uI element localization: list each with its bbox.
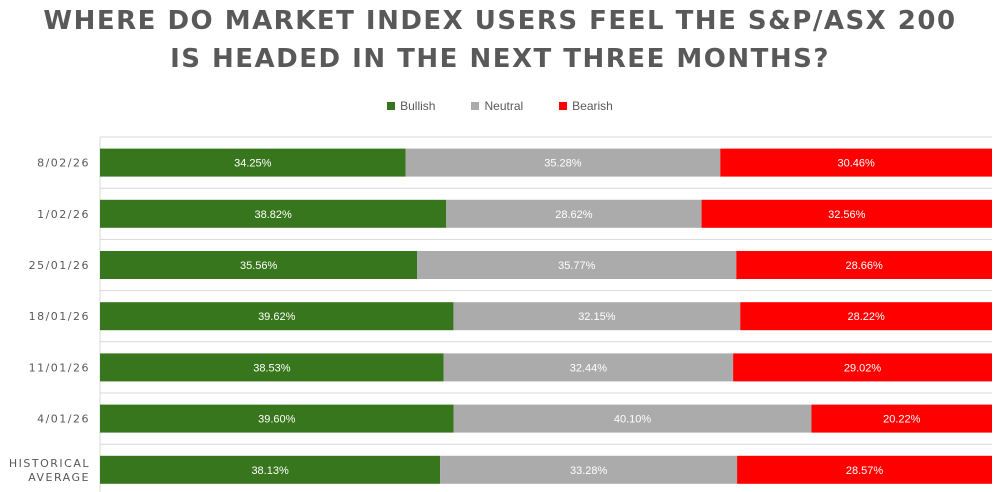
legend-swatch-bearish [559,102,568,110]
category-label: 11/01/26 [29,361,90,374]
legend-item-neutral: Neutral [471,99,523,113]
bar-bearish [736,251,992,279]
category-label: 25/01/26 [29,259,90,272]
bar-bullish [100,199,447,228]
bar-neutral [453,404,812,433]
data-label: 28.62% [555,209,593,221]
category-label: AVERAGE [28,471,90,484]
data-label: 32.44% [570,362,608,374]
data-label: 39.62% [258,311,296,323]
data-label: 29.02% [844,362,882,374]
legend-swatch-bullish [387,102,396,110]
data-label: 39.60% [258,414,296,426]
data-label: 35.56% [240,260,278,272]
data-label: 28.66% [846,260,884,272]
bar-neutral [443,353,734,382]
bar-bullish [100,455,441,484]
legend-label-bearish: Bearish [572,99,613,113]
chart-legend: Bullish Neutral Bearish [0,99,1000,113]
bar-bearish [811,404,992,433]
bar-neutral [453,302,741,331]
bar-bullish [100,404,454,433]
bar-bearish [737,455,992,484]
legend-label-neutral: Neutral [484,99,524,113]
data-label: 28.22% [847,311,885,323]
bar-bullish [100,353,444,382]
category-label: 1/02/26 [37,208,90,221]
legend-item-bearish: Bearish [559,99,613,113]
bar-bearish [720,148,992,177]
data-label: 35.77% [558,260,596,272]
data-label: 28.57% [846,465,884,477]
data-label: 32.56% [828,209,866,221]
bar-bearish [740,302,992,331]
bar-neutral [405,148,721,177]
chart-title-line-2: IS HEADED IN THE NEXT THREE MONTHS? [170,44,830,74]
data-label: 38.82% [254,209,292,221]
legend-swatch-neutral [471,102,480,110]
data-label: 35.28% [544,158,582,170]
data-label: 30.46% [837,158,875,170]
category-label: 18/01/26 [29,310,90,323]
category-label: 8/02/26 [37,157,90,170]
chart-title: WHERE DO MARKET INDEX USERS FEEL THE S&P… [0,2,1000,78]
bar-bullish [100,148,406,177]
data-label: 38.13% [251,465,289,477]
category-label: HISTORICAL [9,457,90,470]
category-label: 4/01/26 [37,413,90,426]
legend-label-bullish: Bullish [400,99,436,113]
bar-bearish [733,353,992,382]
bar-neutral [446,199,702,228]
chart-title-line-1: WHERE DO MARKET INDEX USERS FEEL THE S&P… [43,6,957,36]
data-label: 32.15% [578,311,616,323]
bar-neutral [440,455,738,484]
data-label: 33.28% [570,465,608,477]
bar-bullish [100,302,454,331]
bar-bullish [100,251,418,279]
legend-item-bullish: Bullish [387,99,435,113]
data-label: 20.22% [883,414,921,426]
data-label: 38.53% [253,362,291,374]
data-label: 40.10% [614,414,652,426]
bar-bearish [701,199,992,228]
data-label: 34.25% [234,158,272,170]
bar-neutral [417,251,737,279]
